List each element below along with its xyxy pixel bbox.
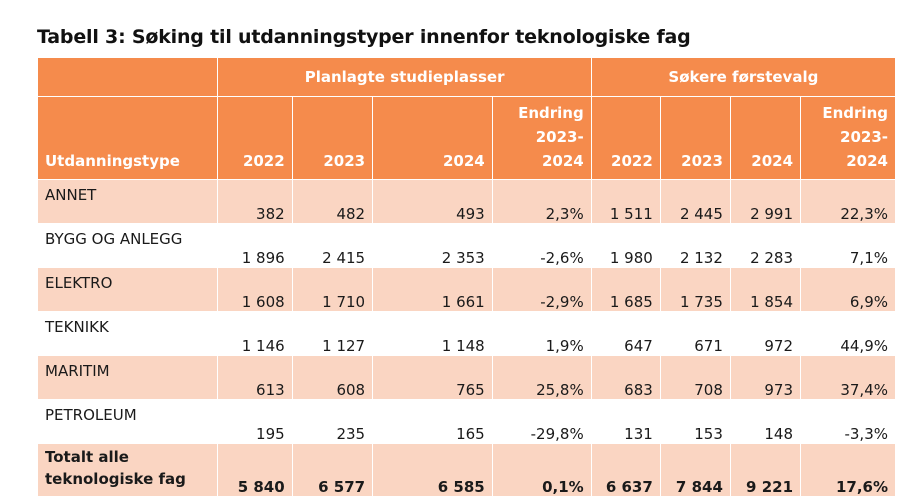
header-columns-row: Utdanningstype 2022 2023 2024 Endring 20…	[36, 96, 896, 180]
row-name: ELEKTRO	[36, 267, 219, 312]
table-row: MARITIM 613 608 765 25,8% 683 708 973 37…	[36, 355, 896, 400]
header-col-type: Utdanningstype	[36, 96, 219, 180]
cell-s2023: 2 132	[659, 223, 731, 268]
cell-p2022: 195	[217, 399, 293, 444]
cell-s2022: 131	[590, 399, 661, 444]
cell-p2022: 1 608	[217, 267, 293, 312]
header-col-p2023: 2023	[291, 96, 374, 180]
cell-p2023: 1 127	[291, 311, 374, 356]
total-row: Totalt alle teknologiske fag 5 840 6 577…	[36, 443, 896, 497]
cell-s2022: 683	[590, 355, 661, 400]
header-change-line2: 2023-	[840, 128, 888, 146]
header-col-p2022: 2022	[217, 96, 293, 180]
header-group-planned: Planlagte studieplasser	[217, 57, 592, 97]
total-s2023: 7 844	[659, 443, 731, 497]
cell-s2022: 1 685	[590, 267, 661, 312]
cell-s2023: 671	[659, 311, 731, 356]
cell-s2023: 708	[659, 355, 731, 400]
header-col-p2024: 2024	[372, 96, 493, 180]
row-name: BYGG OG ANLEGG	[36, 223, 219, 268]
table-row: ELEKTRO 1 608 1 710 1 661 -2,9% 1 685 1 …	[36, 267, 896, 312]
cell-schange: 6,9%	[800, 267, 896, 312]
row-name: ANNET	[36, 179, 219, 224]
cell-pchange: 25,8%	[491, 355, 592, 400]
cell-p2024: 2 353	[372, 223, 493, 268]
cell-s2024: 973	[729, 355, 802, 400]
total-schange: 17,6%	[800, 443, 896, 497]
cell-pchange: 1,9%	[491, 311, 592, 356]
cell-s2024: 1 854	[729, 267, 802, 312]
total-pchange: 0,1%	[491, 443, 592, 497]
cell-p2023: 608	[291, 355, 374, 400]
cell-s2024: 148	[729, 399, 802, 444]
table-title: Tabell 3: Søking til utdanningstyper inn…	[37, 26, 691, 48]
cell-p2024: 1 148	[372, 311, 493, 356]
cell-p2024: 1 661	[372, 267, 493, 312]
cell-p2022: 613	[217, 355, 293, 400]
cell-schange: 7,1%	[800, 223, 896, 268]
table-row: BYGG OG ANLEGG 1 896 2 415 2 353 -2,6% 1…	[36, 223, 896, 268]
cell-p2024: 765	[372, 355, 493, 400]
cell-s2022: 1 511	[590, 179, 661, 224]
header-change-line1: Endring	[822, 104, 888, 122]
cell-s2023: 153	[659, 399, 731, 444]
header-change-line3: 2024	[846, 152, 888, 170]
cell-p2023: 482	[291, 179, 374, 224]
table-row: TEKNIKK 1 146 1 127 1 148 1,9% 647 671 9…	[36, 311, 896, 356]
header-col-s2023: 2023	[659, 96, 731, 180]
cell-p2024: 493	[372, 179, 493, 224]
row-name: TEKNIKK	[36, 311, 219, 356]
header-blank-cell	[36, 57, 219, 97]
total-p2023: 6 577	[291, 443, 374, 497]
cell-s2024: 2 283	[729, 223, 802, 268]
cell-p2022: 1 146	[217, 311, 293, 356]
cell-p2023: 235	[291, 399, 374, 444]
row-name: MARITIM	[36, 355, 219, 400]
cell-schange: 37,4%	[800, 355, 896, 400]
header-change-line3: 2024	[541, 152, 584, 170]
total-s2024: 9 221	[729, 443, 802, 497]
header-group-row: Planlagte studieplasser Søkere førsteval…	[36, 57, 897, 97]
total-p2024: 6 585	[372, 443, 493, 497]
header-col-s2024: 2024	[729, 96, 802, 180]
cell-p2022: 382	[217, 179, 293, 224]
cell-s2022: 647	[590, 311, 661, 356]
total-p2022: 5 840	[217, 443, 293, 497]
header-group-applicants: Søkere førstevalg	[590, 57, 897, 97]
cell-pchange: -2,6%	[491, 223, 592, 268]
cell-p2022: 1 896	[217, 223, 293, 268]
header-col-s2022: 2022	[590, 96, 661, 180]
table-row: ANNET 382 482 493 2,3% 1 511 2 445 2 991…	[36, 179, 896, 224]
cell-p2023: 1 710	[291, 267, 374, 312]
cell-pchange: -2,9%	[491, 267, 592, 312]
cell-p2023: 2 415	[291, 223, 374, 268]
cell-p2024: 165	[372, 399, 493, 444]
header-col-pchange: Endring 2023- 2024	[491, 96, 592, 180]
header-change-line1: Endring	[518, 104, 584, 122]
header-change-line2: 2023-	[535, 128, 584, 146]
cell-schange: -3,3%	[800, 399, 896, 444]
cell-pchange: -29,8%	[491, 399, 592, 444]
cell-schange: 22,3%	[800, 179, 896, 224]
header-col-schange: Endring 2023- 2024	[800, 96, 896, 180]
data-table: Planlagte studieplasser Søkere førsteval…	[36, 57, 897, 497]
cell-s2024: 2 991	[729, 179, 802, 224]
row-name: PETROLEUM	[36, 399, 219, 444]
cell-schange: 44,9%	[800, 311, 896, 356]
cell-s2024: 972	[729, 311, 802, 356]
cell-s2023: 1 735	[659, 267, 731, 312]
total-s2022: 6 637	[590, 443, 661, 497]
cell-s2022: 1 980	[590, 223, 661, 268]
total-name: Totalt alle teknologiske fag	[36, 443, 219, 497]
cell-s2023: 2 445	[659, 179, 731, 224]
table-row: PETROLEUM 195 235 165 -29,8% 131 153 148…	[36, 399, 896, 444]
cell-pchange: 2,3%	[491, 179, 592, 224]
